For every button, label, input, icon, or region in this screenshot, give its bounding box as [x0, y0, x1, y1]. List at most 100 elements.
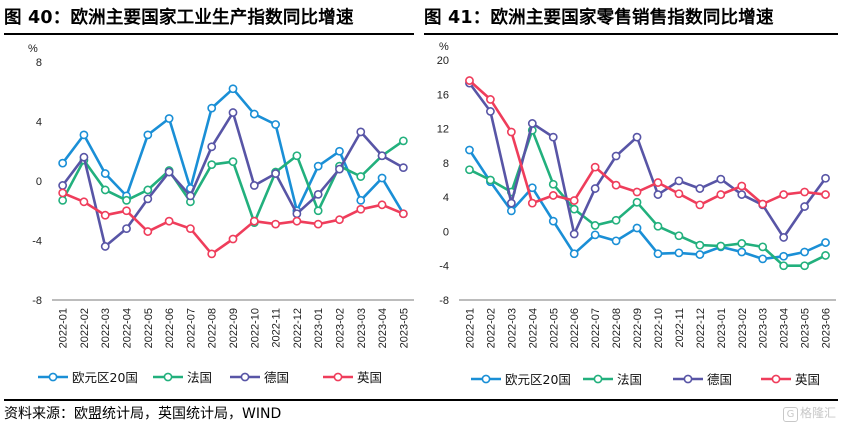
data-point-eurozone — [58, 158, 68, 168]
x-tick-label: 2022-09 — [228, 308, 240, 348]
data-point-uk — [758, 199, 768, 209]
x-tick-label: 2022-04 — [122, 308, 134, 348]
data-point-uk — [207, 249, 217, 259]
legend-marker-france — [593, 374, 603, 384]
data-point-eurozone — [100, 169, 110, 178]
y-tick-label: 20 — [437, 55, 449, 67]
x-tick-label: 2023-06 — [821, 308, 833, 348]
data-point-germany — [186, 191, 195, 201]
data-point-eurozone — [313, 161, 323, 171]
data-point-germany — [779, 233, 789, 242]
data-point-eurozone — [356, 195, 366, 205]
data-point-eurozone — [800, 247, 809, 257]
data-point-uk — [569, 196, 579, 205]
data-point-uk — [821, 190, 830, 199]
data-point-uk — [335, 215, 344, 225]
data-point-germany — [674, 176, 684, 186]
data-point-eurozone — [228, 84, 238, 94]
data-point-germany — [800, 202, 809, 211]
data-point-uk — [58, 188, 68, 198]
data-point-eurozone — [207, 103, 217, 113]
data-point-uk — [228, 234, 238, 244]
y-unit-label: % — [28, 43, 38, 55]
data-point-uk — [548, 191, 558, 200]
legend-label-france: 法国 — [617, 372, 642, 387]
x-tick-label: 2022-08 — [207, 308, 219, 348]
data-point-germany — [527, 119, 537, 128]
y-tick-label: 8 — [36, 57, 42, 69]
data-point-uk — [632, 187, 642, 197]
data-point-france — [611, 215, 621, 225]
data-point-france — [737, 239, 747, 248]
y-tick-label: -4 — [32, 236, 42, 248]
data-point-germany — [335, 164, 344, 174]
y-tick-label: 16 — [437, 89, 449, 101]
data-point-france — [716, 241, 726, 251]
data-point-germany — [79, 152, 89, 162]
x-tick-label: 2023-05 — [800, 308, 812, 348]
data-point-eurozone — [695, 250, 705, 259]
data-point-germany — [164, 167, 174, 177]
data-point-france — [356, 172, 366, 181]
legend-marker-eurozone — [481, 374, 491, 384]
data-point-france — [674, 231, 684, 241]
data-point-eurozone — [674, 248, 684, 258]
y-tick-label: -8 — [439, 295, 449, 307]
data-point-uk — [737, 181, 747, 191]
data-point-eurozone — [590, 230, 600, 240]
watermark-logo-icon: G — [782, 407, 798, 422]
y-tick-label: 4 — [443, 192, 449, 204]
x-tick-label: 2023-03 — [356, 308, 368, 348]
watermark-text: 格隆汇 — [799, 406, 836, 420]
data-point-uk — [356, 204, 366, 214]
data-point-germany — [122, 224, 131, 233]
data-point-eurozone — [335, 146, 344, 156]
x-tick-label: 2023-04 — [779, 308, 791, 348]
data-point-uk — [377, 200, 387, 210]
legend-marker-uk — [333, 372, 343, 382]
data-point-france — [632, 197, 642, 207]
data-point-eurozone — [164, 114, 174, 123]
data-point-germany — [398, 163, 408, 173]
data-point-france — [313, 206, 323, 216]
series-line-uk — [468, 79, 826, 207]
x-tick-label: 2022-05 — [143, 308, 155, 348]
data-point-france — [465, 165, 474, 175]
data-point-france — [800, 261, 809, 271]
y-tick-label: 0 — [443, 226, 449, 238]
x-tick-label: 2022-11 — [271, 308, 283, 348]
y-tick-label: 4 — [36, 117, 42, 129]
data-point-uk — [506, 127, 516, 137]
x-tick-label: 2023-03 — [758, 308, 770, 348]
data-point-germany — [313, 189, 323, 199]
data-point-uk — [271, 219, 280, 229]
data-point-eurozone — [569, 249, 579, 259]
y-tick-label: -4 — [439, 261, 449, 273]
data-point-eurozone — [506, 206, 516, 216]
data-point-uk — [122, 206, 131, 216]
chart-title-right: 图 41：欧洲主要国家零售销售指数同比增速 — [424, 8, 774, 28]
x-tick-label: 2022-06 — [164, 308, 176, 348]
data-point-uk — [716, 190, 726, 199]
legend-label-eurozone: 欧元区20国 — [72, 370, 138, 385]
data-point-uk — [779, 190, 789, 199]
data-point-eurozone — [548, 216, 558, 226]
legend-label-uk: 英国 — [357, 370, 382, 385]
y-tick-label: 0 — [36, 176, 42, 188]
data-point-france — [590, 221, 600, 230]
x-tick-label: 2022-10 — [249, 308, 261, 348]
x-tick-label: 2022-11 — [674, 308, 686, 348]
data-point-uk — [695, 200, 705, 210]
x-tick-label: 2023-01 — [716, 308, 728, 348]
chart-title-left: 图 40：欧洲主要国家工业生产指数同比增速 — [4, 8, 354, 28]
x-tick-label: 2023-02 — [334, 308, 346, 348]
data-point-germany — [207, 142, 217, 152]
line-chart-retail-sales: % -8 -4 0 4 8 12 16 20 2022-01 2022-02 2022-03 2022-… — [437, 41, 836, 387]
x-tick-label: 2023-04 — [377, 308, 389, 348]
data-point-eurozone — [737, 247, 747, 257]
line-chart-industrial-production: % -8 -4 0 4 8 2022-01 2022-02 2022-03 2022-04 2022… — [28, 43, 414, 385]
data-point-germany — [143, 194, 153, 204]
data-point-germany — [611, 151, 621, 161]
x-tick-label: 2022-02 — [485, 308, 497, 348]
data-point-germany — [249, 181, 259, 190]
